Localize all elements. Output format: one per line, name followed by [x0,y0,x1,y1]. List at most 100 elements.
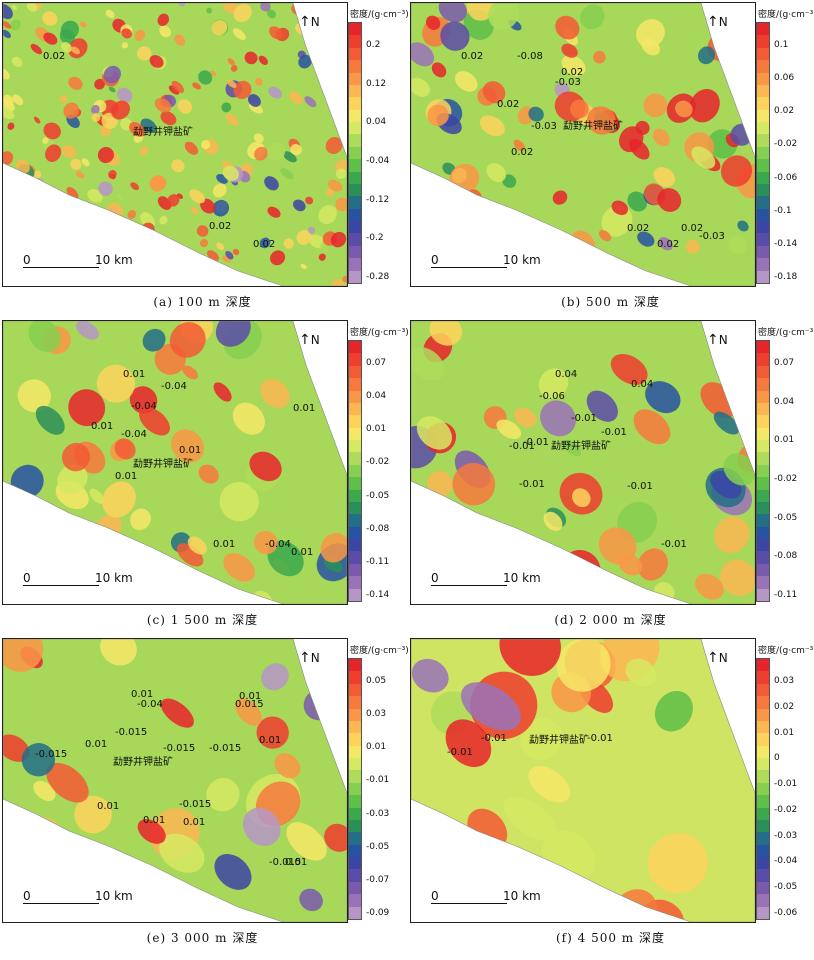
density-anomaly [479,115,505,137]
mine-label: 勐野井钾盐矿 [113,757,173,768]
colorbar-swatch [349,844,361,857]
density-anomaly [695,573,724,600]
density-anomaly [267,206,281,218]
survey-boundary [411,3,755,286]
density-anomaly [14,264,22,272]
density-anomaly [316,33,326,43]
colorbar-tick-label: 0 [774,753,780,764]
colorbar-swatch [349,196,361,209]
density-anomaly [18,234,26,242]
density-anomaly [127,224,136,233]
survey-boundary [3,321,347,604]
density-anomaly [482,81,506,104]
colorbar-title: 密度/(g·cm⁻³) [350,328,409,338]
colorbar-tick-label: -0.07 [366,874,390,885]
colorbar-swatch [349,208,361,221]
density-anomaly [259,237,271,249]
density-anomaly [176,543,204,567]
density-anomaly [121,232,131,241]
density-anomaly [697,46,716,65]
colorbar-swatch [757,881,769,895]
density-anomaly [424,276,440,286]
colorbar-tick-label: -0.14 [366,590,390,600]
colorbar [756,340,770,602]
survey-area [3,639,347,922]
density-anomaly [98,181,113,196]
density-contour-svg [3,321,347,604]
density-anomaly [31,242,47,257]
colorbar-swatch [757,720,769,734]
density-anomaly [98,210,109,219]
contour-label: -0.03 [699,231,725,242]
density-anomaly [178,265,188,274]
density-map: 0.01 -0.04 -0.015 0.01 0.015 0.01 0.01 -0.015 -0… [2,638,348,923]
density-anomaly [244,51,258,65]
density-anomaly [130,508,151,531]
density-anomaly [268,86,283,99]
density-anomaly [7,122,15,130]
density-anomaly [457,239,475,256]
colorbar-swatch [349,683,361,697]
panel-caption: (f) 4 500 m 深度 [556,931,665,945]
density-anomaly [142,328,166,352]
density-anomaly [204,262,216,275]
colorbar-tick-label: -0.09 [366,908,390,918]
density-anomaly [266,9,277,19]
density-anomaly [429,321,463,346]
contour-label: 0.02 [43,51,66,62]
colorbar-swatch [757,122,769,135]
colorbar-swatch [757,501,769,515]
density-anomaly [91,105,100,115]
density-anomaly [325,188,334,197]
colorbar-swatch [757,159,769,172]
colorbar-swatch [757,708,769,721]
colorbar-swatch [349,894,361,907]
colorbar-swatch [349,881,361,895]
density-anomaly [50,243,60,253]
density-anomaly [168,85,180,95]
density-anomaly [169,322,206,358]
density-map: 0.01 -0.04 -0.04 0.01 0.01 -0.04 0.01 0.01 0.01-… [2,320,348,605]
contour-label: -0.015 [35,749,68,760]
density-anomaly [87,189,103,203]
colorbar-swatch [757,109,769,122]
density-anomaly [427,104,449,127]
colorbar-swatch [757,795,769,808]
density-anomaly [159,25,172,38]
colorbar-swatch [349,795,361,808]
contour-label: -0.08 [517,51,543,62]
north-label: N [718,333,728,347]
density-anomaly [3,231,16,250]
density-anomaly [40,246,55,261]
density-anomaly [726,648,755,685]
contour-label: -0.03 [555,77,581,88]
density-anomaly [42,11,58,26]
colorbar-swatch [757,440,769,453]
colorbar-tick-label: -0.06 [774,172,798,183]
density-anomaly [247,94,261,107]
colorbar-swatch [757,782,769,796]
density-anomaly [137,46,152,61]
density-anomaly [215,321,251,347]
density-anomaly [144,251,152,259]
density-anomaly [305,196,314,205]
density-anomaly [66,223,77,233]
density-anomaly [633,409,671,445]
density-anomaly [171,159,185,173]
colorbar-swatch [349,109,361,122]
colorbar-swatch [757,745,769,758]
density-map: 0.04 -0.06 0.04 -0.01 -0.01 -0.01 -0.01 -0.01 -0… [410,320,756,605]
colorbar-swatch [349,134,361,147]
contour-label: -0.04 [131,401,157,412]
colorbar-swatch [757,671,769,684]
density-anomaly [225,250,234,260]
colorbar-swatch [757,171,769,184]
density-anomaly [43,32,58,45]
scale-zero: 0 [431,253,439,267]
colorbar [348,658,362,920]
density-anomaly [212,199,230,217]
density-anomaly [445,719,492,768]
density-anomaly [192,82,202,90]
colorbar-swatch [349,390,361,403]
density-anomaly [304,96,317,108]
